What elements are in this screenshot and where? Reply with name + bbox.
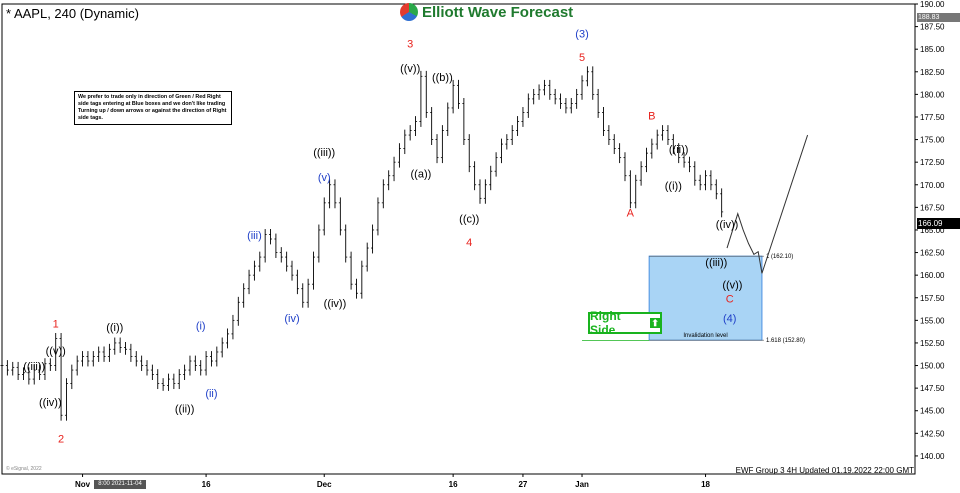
wave-label: ((i)) [665,180,682,192]
right-side-tag: Right Side ⬆ [588,309,662,337]
copyright: © eSignal, 2022 [6,466,42,472]
wave-label: 1 [53,319,59,331]
x-cursor-label: 8:00 2021-11-04 [94,480,146,489]
wave-label: (v) [318,172,331,184]
wave-label: 2 [58,433,64,445]
wave-label: (3) [575,28,588,40]
y-tick-label: 182.50 [920,68,945,77]
trading-note: We prefer to trade only in direction of … [74,91,232,125]
y-tick-label: 140.00 [920,452,945,461]
wave-label: (i) [196,320,206,332]
y-tick-label: 160.00 [920,271,945,280]
y-tick-label: 180.00 [920,90,945,99]
x-tick-label: Dec [317,480,332,489]
wave-label: ((iii)) [313,147,335,159]
y-tick-label: 190.00 [920,0,945,9]
wave-label: ((iii)) [705,257,727,269]
wave-label: (iv) [284,313,299,325]
wave-label: 4 [466,237,472,249]
x-tick-label: 16 [449,480,458,489]
y-tick-label: 147.50 [920,384,945,393]
y-tick-label: 165.00 [920,226,945,235]
projection-path [726,134,809,274]
wave-label: (ii) [205,388,217,400]
right-side-label: Right Side [590,309,621,337]
x-tick-label: 27 [518,480,527,489]
y-tick-label: 175.00 [920,136,945,145]
last-price-badge: 166.09 [917,218,960,229]
wave-label: ((iv)) [324,298,347,310]
y-tick-label: 187.50 [920,23,945,32]
plot-frame [1,3,916,475]
wave-label: ((i)) [106,322,123,334]
y-tick-label: 155.00 [920,316,945,325]
wave-label: 3 [407,38,413,50]
wave-label: ((v)) [722,280,742,292]
y-tick-label: 167.50 [920,203,945,212]
y-tick-label: 145.00 [920,407,945,416]
wave-label: ((v)) [400,63,420,75]
wave-label: 5 [579,52,585,64]
x-tick-label: 18 [701,480,710,489]
y-tick-label: 162.50 [920,249,945,258]
wave-label: (iii) [247,230,262,242]
wave-label: (4) [723,313,736,325]
y-tick-label: 172.50 [920,158,945,167]
y-tick-label: 150.00 [920,362,945,371]
invalidation-label: Invalidation level [683,333,727,339]
y-tick-label: 177.50 [920,113,945,122]
chart-title: * AAPL, 240 (Dynamic) [6,6,139,21]
wave-label: ((ii)) [669,144,689,156]
wave-label: ((ii)) [175,404,195,416]
wave-label: C [726,293,734,305]
y-tick-label: 142.50 [920,429,945,438]
wave-label: A [627,207,635,219]
fib-level-label: 1 (162.10) [766,254,793,260]
wave-label: B [648,111,655,123]
y-tick-label: 170.00 [920,181,945,190]
wave-label: ((v)) [46,346,66,358]
wave-label: ((c)) [459,214,479,226]
brand-logo-icon [400,3,418,21]
blue-box [648,255,763,341]
x-tick-label: Jan [575,480,589,489]
y-tick-label: 152.50 [920,339,945,348]
update-footer: EWF Group 3 4H Updated 01.19.2022 22:00 … [735,466,914,475]
wave-label: ((iv)) [39,397,62,409]
wave-label: ((iv)) [716,219,739,231]
x-tick-label: 16 [202,480,211,489]
fib-level-label: 1.618 (152.80) [766,338,805,344]
y-tick-label: 157.50 [920,294,945,303]
y-tick-label: 185.00 [920,45,945,54]
x-tick-label: Nov [75,480,91,489]
brand-name: Elliott Wave Forecast [422,3,574,21]
top-price-badge: 188.83 [917,13,960,22]
brand-logo: Elliott Wave Forecast [400,1,573,23]
wave-label: ((b)) [432,72,453,84]
wave-label: ((a)) [411,169,432,181]
wave-label: ((iii)) [23,361,45,373]
up-arrow-icon: ⬆ [650,318,660,328]
